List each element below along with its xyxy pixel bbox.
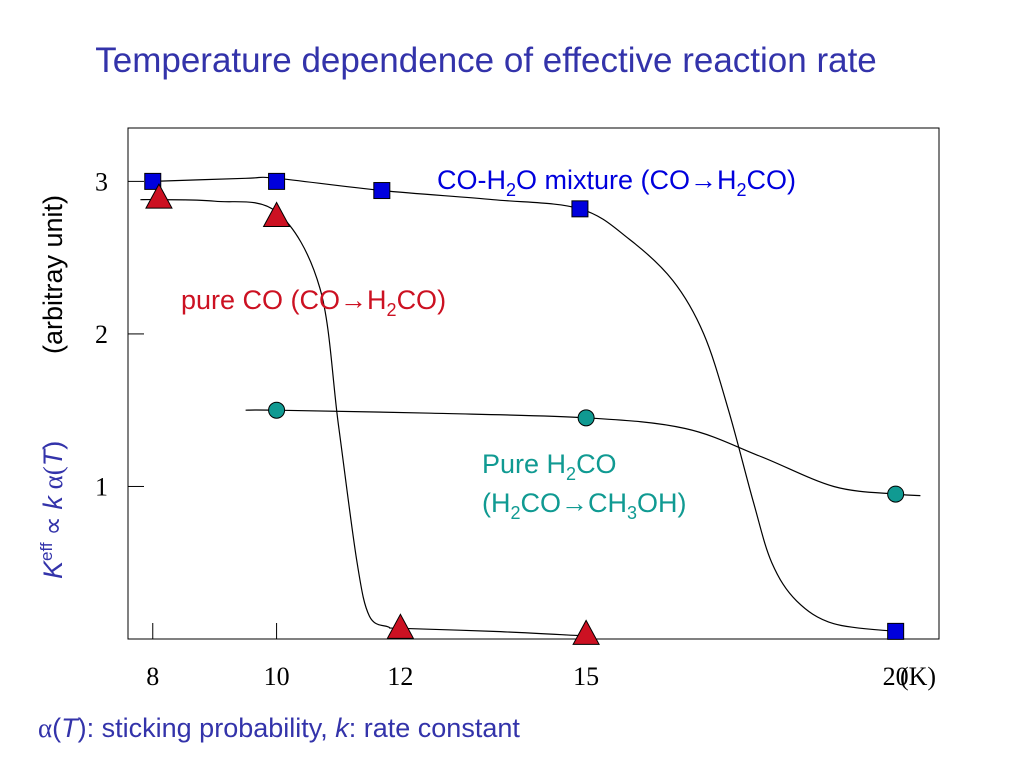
series-curves xyxy=(140,176,921,637)
x-tick-label: 15 xyxy=(573,662,599,691)
pure_co-curve xyxy=(140,198,587,637)
footnote: α(T): sticking probability, k: rate cons… xyxy=(38,713,520,743)
svg-text:(arbitray unit): (arbitray unit) xyxy=(38,195,68,354)
pure_h2co-curve xyxy=(245,409,921,497)
x-axis: 8 10 12 15 20 xyxy=(146,623,909,691)
page-title: Temperature dependence of effective reac… xyxy=(95,41,877,80)
pure_co-point xyxy=(262,201,291,227)
x-tick-label: 10 xyxy=(264,662,290,691)
svg-text:Keff ∝ k α(T): Keff ∝ k α(T) xyxy=(37,441,68,579)
x-tick-label: 12 xyxy=(387,662,413,691)
y-axis-label: Keff ∝ k α(T) (arbitray unit) xyxy=(37,195,68,579)
pure_h2co-point xyxy=(887,485,905,503)
pure_co-point xyxy=(386,613,415,639)
x-tick-label: 20 xyxy=(883,662,909,691)
y-tick-label: 3 xyxy=(95,167,108,196)
mixture-point xyxy=(887,622,905,640)
mixture-label: CO-H2O mixture (CO→H2CO) xyxy=(437,165,796,200)
plot-frame xyxy=(127,127,940,640)
pure_co-point xyxy=(145,183,173,209)
y-tick-label: 1 xyxy=(95,472,108,501)
series-markers xyxy=(144,172,905,645)
pure_h2co-point xyxy=(268,401,286,419)
mixture-point xyxy=(268,172,286,190)
mixture-curve xyxy=(152,176,896,632)
pure-co-label: pure CO (CO→H2CO) xyxy=(181,285,446,320)
x-unit-label: (K) xyxy=(900,662,936,691)
mixture-point xyxy=(373,182,391,200)
pure-h2co-label: Pure H2CO (H2CO→CH3OH) xyxy=(482,449,687,523)
y-axis: 1 2 3 xyxy=(95,167,144,501)
x-tick-label: 8 xyxy=(146,662,159,691)
pure_h2co-point xyxy=(577,409,595,427)
y-tick-label: 2 xyxy=(95,320,108,349)
mixture-point xyxy=(144,172,162,190)
pure_co-point xyxy=(572,619,600,645)
mixture-point xyxy=(571,200,589,218)
